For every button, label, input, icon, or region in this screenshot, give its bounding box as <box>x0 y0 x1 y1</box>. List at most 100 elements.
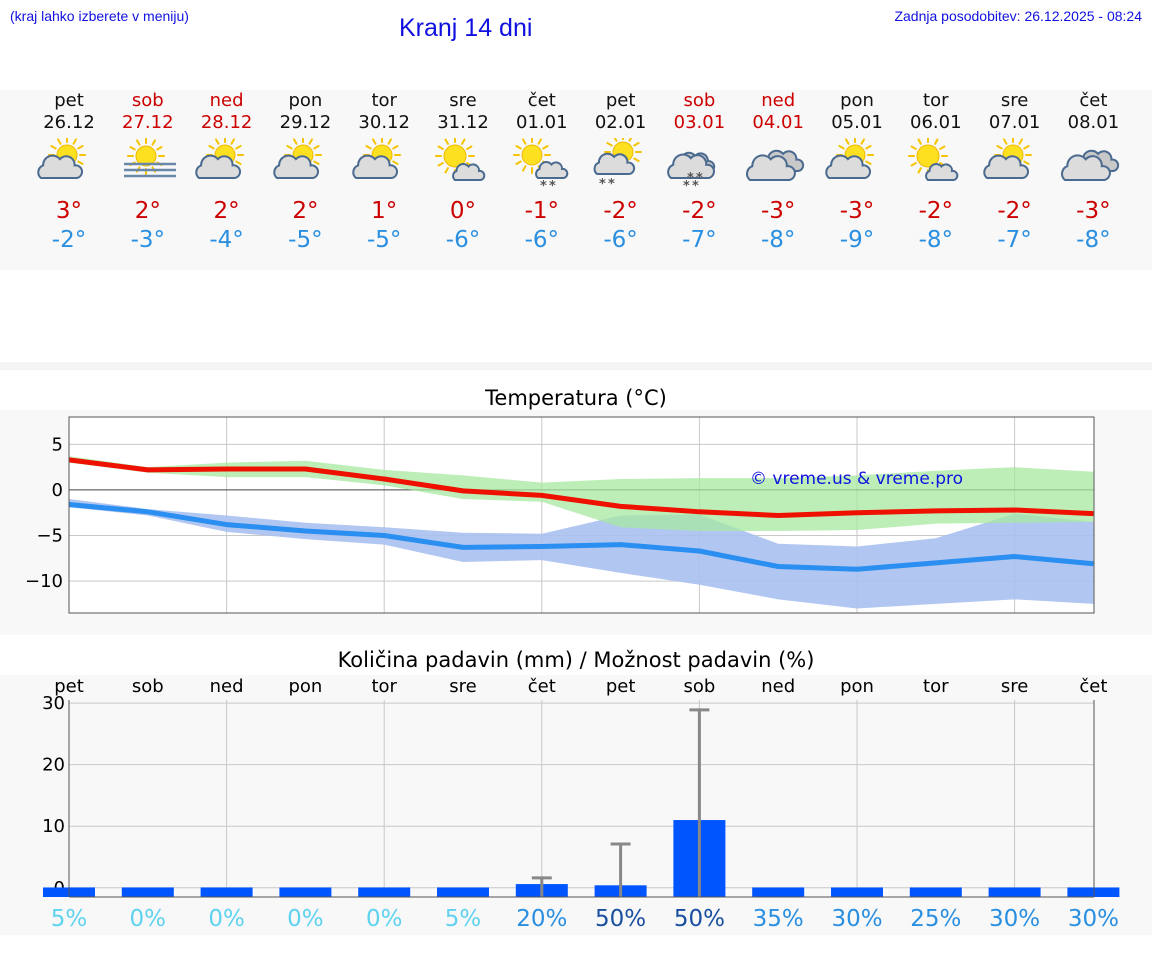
day-forecast: pon 05.01 -3° -9° <box>817 90 897 253</box>
precipitation-bar <box>121 887 174 897</box>
precipitation-probability-label: 0% <box>287 906 324 932</box>
y-tick-label: 10 <box>42 816 65 837</box>
day-forecast: sob 03.01 * * * * -2° -7° <box>659 90 739 253</box>
page-title: Kranj 14 dni <box>399 14 533 42</box>
temp-max: 3° <box>55 198 83 224</box>
partly-cloudy-icon <box>982 138 1032 179</box>
precipitation-probability-label: 0% <box>208 906 245 932</box>
min-temperature-point <box>383 535 385 537</box>
y-tick-label: 0 <box>52 480 63 501</box>
day-axis-label: pet <box>54 676 84 697</box>
temp-max: 2° <box>213 198 240 224</box>
min-temperature-point <box>935 562 937 564</box>
day-axis-label: čet <box>1079 676 1107 697</box>
svg-text:*: * <box>696 171 703 186</box>
svg-text:*: * <box>692 179 699 194</box>
day-forecast: sre 31.12 0° -6° <box>423 90 503 253</box>
partly-cloudy-icon <box>194 138 244 179</box>
temp-max: -3° <box>1076 198 1111 224</box>
cloudy-icon <box>746 149 805 181</box>
svg-text:*: * <box>683 179 690 194</box>
day-axis-label: sob <box>132 676 164 697</box>
precipitation-probability-label: 35% <box>753 906 804 932</box>
precipitation-bar <box>200 887 253 897</box>
max-temperature-point <box>147 469 149 471</box>
day-date: 02.01 <box>594 112 647 133</box>
city-menu-hint[interactable]: (kraj lahko izberete v meniju) <box>10 8 189 24</box>
max-temperature-point <box>383 478 385 480</box>
max-temperature-point <box>856 512 858 514</box>
day-name: tor <box>923 90 949 111</box>
temp-min: -7° <box>997 227 1032 253</box>
day-forecast: čet 01.01 * * -1° -6° <box>502 90 582 253</box>
y-tick-label: 30 <box>42 693 65 714</box>
day-date: 05.01 <box>831 112 883 133</box>
day-name: čet <box>1079 90 1108 111</box>
min-temperature-point <box>226 524 228 526</box>
temp-max: -1° <box>524 198 560 224</box>
temp-min: -5° <box>366 227 402 253</box>
max-temperature-point <box>541 494 543 496</box>
precipitation-probability-label: 30% <box>1068 906 1119 932</box>
temp-min: -5° <box>288 227 323 253</box>
temp-max: -2° <box>997 198 1032 224</box>
precipitation-probability-label: 0% <box>130 906 167 932</box>
day-forecast: čet 08.01 -3° -8° <box>1053 90 1133 253</box>
max-temperature-point <box>935 510 937 512</box>
chart-watermark: © vreme.us & vreme.pro <box>750 469 963 489</box>
temp-max: -2° <box>603 198 638 224</box>
day-axis-label: pon <box>288 676 322 697</box>
max-temperature-point <box>1014 509 1016 511</box>
day-date: 04.01 <box>752 112 804 133</box>
day-name: pet <box>54 90 84 111</box>
day-axis-label: pon <box>840 676 874 697</box>
partly-cloudy-icon <box>37 138 86 179</box>
day-forecast: tor 30.12 1° -5° <box>344 90 424 253</box>
day-name: sob <box>683 90 716 111</box>
day-date: 28.12 <box>200 112 253 133</box>
precipitation-bar <box>831 887 883 897</box>
temp-min: -6° <box>603 227 638 253</box>
day-name: sre <box>1000 90 1029 111</box>
day-axis-label: ned <box>761 676 795 697</box>
temperature-chart: 5 0 −5 −10 © vreme.us & vreme.pro <box>25 416 1095 614</box>
min-temperature-point <box>462 546 464 548</box>
day-date: 27.12 <box>122 112 174 133</box>
y-tick-label: −10 <box>25 571 63 592</box>
precipitation-probability-label: 25% <box>910 906 961 932</box>
temp-min: -4° <box>209 227 244 253</box>
precipitation-bar <box>988 887 1041 897</box>
day-name: pet <box>605 90 636 111</box>
min-temperature-point <box>541 545 543 547</box>
day-date: 30.12 <box>358 112 410 133</box>
temp-min: -3° <box>130 227 166 253</box>
temp-max: -2° <box>682 198 717 224</box>
cloud-snow-icon: * ** * <box>667 151 716 194</box>
day-axis-label: pet <box>606 676 636 697</box>
day-date: 07.01 <box>988 112 1041 133</box>
day-forecast: ned 04.01 -3° -8° <box>738 90 818 253</box>
max-temperature-point <box>698 511 700 513</box>
day-name: sob <box>131 90 164 111</box>
max-temperature-point <box>462 490 464 492</box>
precipitation-probability-label: 20% <box>516 906 567 932</box>
day-date: 08.01 <box>1067 112 1120 133</box>
last-update-timestamp: Zadnja posodobitev: 26.12.2025 - 08:24 <box>894 8 1142 24</box>
day-date: 31.12 <box>437 112 489 133</box>
day-date: 26.12 <box>43 112 95 133</box>
min-temperature-point <box>147 511 149 513</box>
svg-text:*: * <box>549 179 556 194</box>
day-axis-label: sob <box>683 676 715 697</box>
section-divider <box>0 362 1152 370</box>
min-temperature-point <box>698 550 700 552</box>
precipitation-bar <box>1067 887 1120 897</box>
day-date: 03.01 <box>673 112 726 133</box>
min-temperature-point <box>1014 555 1016 557</box>
temp-max: -2° <box>918 198 954 224</box>
partly-cloudy-icon <box>352 138 402 179</box>
temp-min: -7° <box>682 227 717 253</box>
svg-text:*: * <box>599 177 606 192</box>
precipitation-chart: pet sob ned pon tor sre čet pet sob ned pon tor sre č… <box>42 676 1120 932</box>
svg-text:*: * <box>540 179 547 194</box>
y-tick-label: 5 <box>52 434 63 455</box>
